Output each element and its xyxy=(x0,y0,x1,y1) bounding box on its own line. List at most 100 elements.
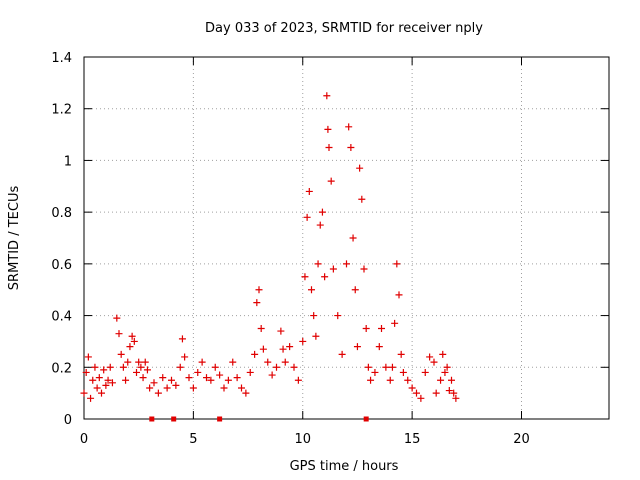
data-point xyxy=(314,260,322,268)
data-point xyxy=(388,363,396,371)
data-point xyxy=(122,376,130,384)
data-point xyxy=(84,353,92,361)
data-point xyxy=(119,363,127,371)
data-point xyxy=(82,368,90,376)
data-point xyxy=(301,273,309,281)
data-point xyxy=(207,376,215,384)
data-point xyxy=(251,350,259,358)
data-point xyxy=(220,384,228,392)
data-point xyxy=(279,345,287,353)
data-point xyxy=(255,286,263,294)
y-tick-label: 0.2 xyxy=(51,361,72,376)
data-point xyxy=(233,374,241,382)
axis-marker xyxy=(171,416,177,422)
data-point xyxy=(80,389,88,397)
data-point xyxy=(185,374,193,382)
data-point xyxy=(294,376,302,384)
data-point xyxy=(353,343,361,351)
data-point xyxy=(334,312,342,320)
data-point xyxy=(408,384,416,392)
y-tick-label: 0.8 xyxy=(51,206,72,221)
axis-markers xyxy=(149,416,369,422)
data-point xyxy=(146,384,154,392)
data-point xyxy=(159,374,167,382)
data-point xyxy=(382,363,390,371)
data-point xyxy=(432,389,440,397)
axis-ticks: 0 0.2 0.4 0.6 0.8 1 1.2 1.4 0 5 10 15 20 xyxy=(51,51,609,447)
data-point xyxy=(216,371,224,379)
data-point xyxy=(211,363,219,371)
data-point xyxy=(445,387,453,395)
data-point xyxy=(345,123,353,131)
data-point xyxy=(360,265,368,273)
data-point xyxy=(305,187,313,195)
data-point xyxy=(246,368,254,376)
axis-marker xyxy=(363,416,369,422)
data-point xyxy=(312,332,320,340)
data-point xyxy=(137,363,145,371)
data-point xyxy=(426,353,434,361)
data-point xyxy=(253,299,261,307)
data-point xyxy=(124,358,132,366)
data-point xyxy=(325,144,333,151)
data-point xyxy=(413,389,420,397)
data-point xyxy=(417,394,425,402)
x-axis-label: GPS time / hours xyxy=(290,459,399,474)
data-point xyxy=(259,345,267,353)
data-point xyxy=(323,92,331,100)
data-point xyxy=(104,376,112,384)
axis-marker xyxy=(149,416,155,422)
x-tick-label: 20 xyxy=(513,432,530,447)
data-point xyxy=(303,213,311,221)
y-tick-label: 0 xyxy=(64,413,72,428)
data-point xyxy=(126,343,134,351)
data-point xyxy=(229,358,237,366)
data-point xyxy=(133,368,140,376)
data-point xyxy=(154,389,162,397)
axis-marker xyxy=(217,416,223,422)
data-point xyxy=(198,358,206,366)
data-point xyxy=(115,330,123,338)
data-point xyxy=(430,358,438,366)
data-point xyxy=(181,353,189,361)
data-point xyxy=(338,350,346,358)
data-point xyxy=(362,325,370,332)
data-point xyxy=(95,374,103,382)
data-point xyxy=(87,394,95,402)
y-tick-label: 0.6 xyxy=(51,258,72,273)
data-point xyxy=(397,350,405,358)
y-tick-label: 1.2 xyxy=(51,103,72,118)
data-point xyxy=(395,291,403,299)
x-tick-label: 5 xyxy=(189,432,197,447)
y-tick-label: 1 xyxy=(64,154,72,169)
data-point xyxy=(224,376,232,384)
data-point xyxy=(242,389,250,397)
data-point xyxy=(367,376,375,384)
y-axis-label: SRMTID / TECUs xyxy=(7,186,22,291)
data-point xyxy=(189,384,197,392)
data-point xyxy=(356,164,364,172)
data-point xyxy=(452,394,460,402)
data-point xyxy=(100,366,108,374)
data-point xyxy=(321,273,329,281)
data-point xyxy=(273,363,280,371)
data-point xyxy=(437,376,445,384)
data-point xyxy=(98,389,105,397)
data-point xyxy=(277,327,285,335)
plot-frame xyxy=(83,56,610,420)
chart-title: Day 033 of 2023, SRMTID for receiver npl… xyxy=(205,21,483,36)
data-point xyxy=(324,125,332,133)
data-point xyxy=(238,384,245,392)
data-point xyxy=(441,368,449,376)
data-point xyxy=(268,371,276,379)
data-point xyxy=(351,286,359,294)
data-point xyxy=(443,363,451,371)
data-point xyxy=(163,384,171,392)
x-tick-label: 0 xyxy=(80,432,88,447)
data-point xyxy=(343,260,350,268)
data-point xyxy=(286,343,294,351)
data-point xyxy=(141,358,149,366)
data-point xyxy=(347,144,355,151)
data-point xyxy=(327,177,335,185)
x-tick-label: 10 xyxy=(294,432,311,447)
